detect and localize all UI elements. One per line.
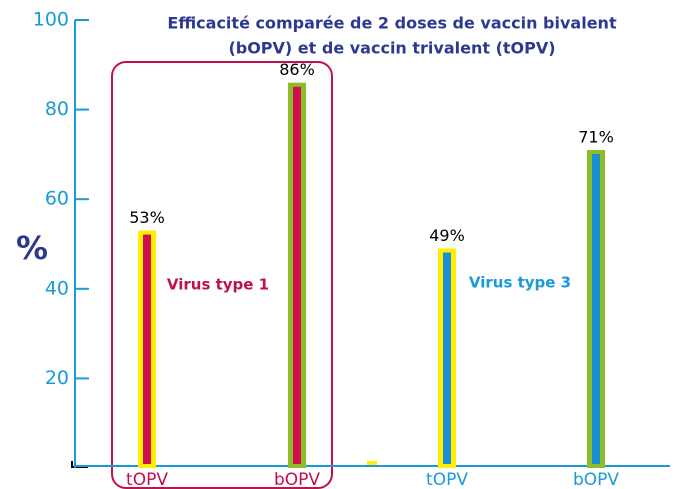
x-tick-label: bOPV [573,470,619,489]
annotation: Virus type 1 [167,276,269,294]
value-label: 71% [578,127,614,146]
bar [443,252,451,464]
y-tick-label: 100 [33,9,69,31]
y-axis-label: % [16,229,48,267]
chart-title: (bOPV) et de vaccin trivalent (tOPV) [228,39,555,58]
y-tick-label: 20 [45,367,69,389]
value-label: 53% [129,208,165,227]
value-label: 49% [429,226,465,245]
x-tick-label: bOPV [274,470,320,489]
x-tick-label: tOPV [126,470,168,489]
annotation: Virus type 3 [469,274,571,292]
y-tick-label: 80 [45,98,69,120]
y-tick-label: 40 [45,277,69,299]
y-tick-label: 60 [45,188,69,210]
value-label: 86% [279,60,315,79]
chart-title: Efficacité comparée de 2 doses de vaccin… [167,14,617,33]
group-box [111,61,333,489]
bar [293,86,301,464]
bar [592,153,600,465]
x-tick-label: tOPV [426,470,468,489]
decoration [367,461,377,467]
bar [143,234,151,464]
